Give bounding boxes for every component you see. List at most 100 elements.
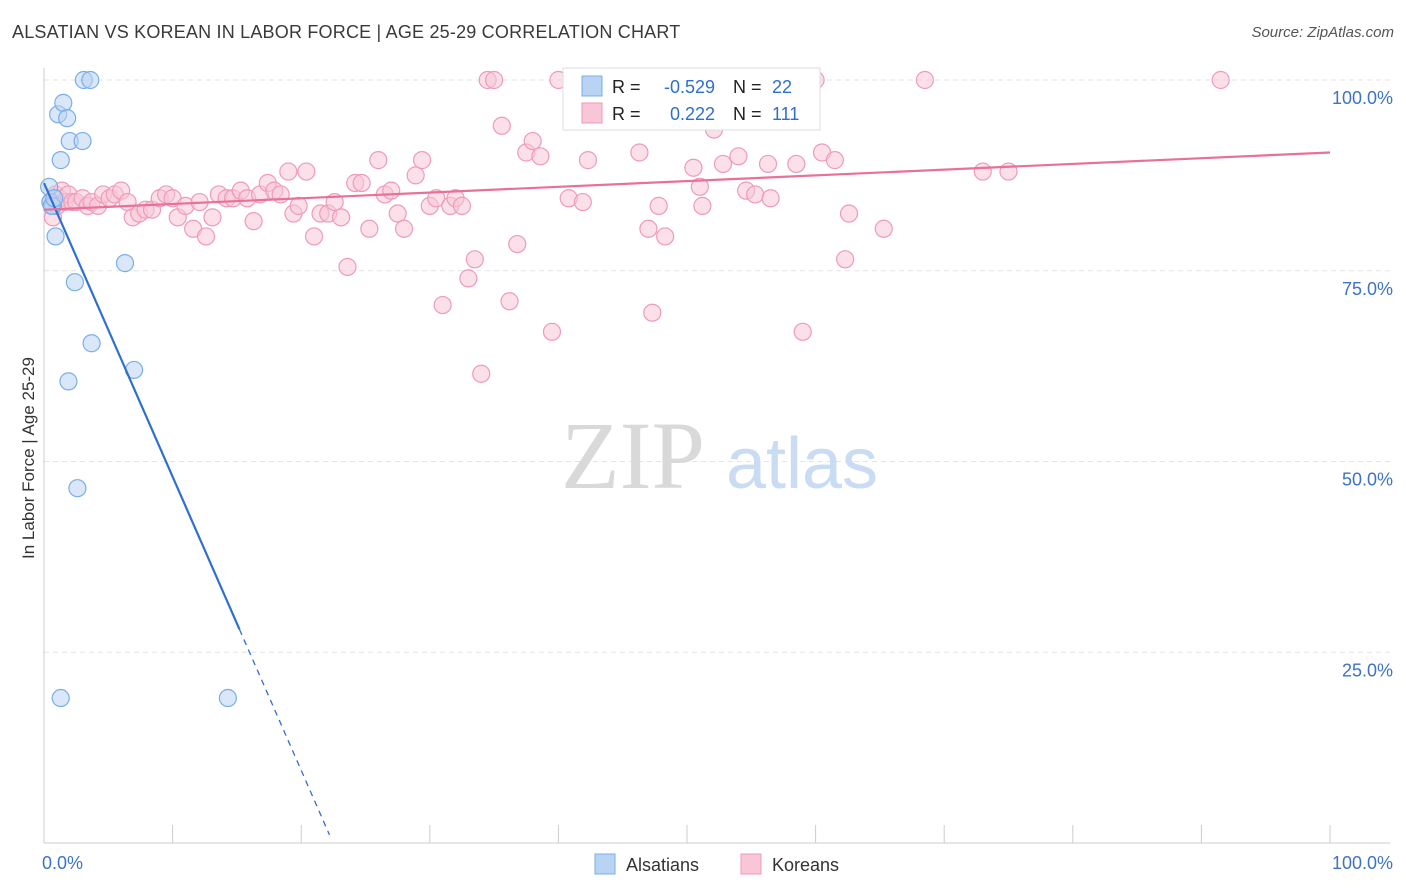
point-koreans <box>639 219 658 238</box>
y-tick-label: 50.0% <box>1342 470 1393 490</box>
legend-swatch-koreans <box>740 853 762 875</box>
point-alsatians <box>51 688 70 708</box>
point-koreans <box>825 151 844 170</box>
stats-r-label-alsatians: R = <box>612 77 641 97</box>
y-tick-label: 100.0% <box>1332 88 1393 108</box>
point-koreans <box>459 269 478 288</box>
point-koreans <box>500 292 519 311</box>
point-koreans <box>406 166 425 185</box>
point-koreans <box>412 151 432 170</box>
point-koreans <box>472 364 491 383</box>
point-koreans <box>338 257 357 277</box>
point-koreans <box>793 322 812 341</box>
point-koreans <box>244 212 263 231</box>
point-alsatians <box>59 372 78 391</box>
point-koreans <box>492 116 511 135</box>
point-koreans <box>573 192 592 212</box>
point-koreans <box>289 196 308 215</box>
stats-n-label-koreans: N = <box>733 104 762 124</box>
watermark: ZIP atlas <box>561 402 878 509</box>
point-koreans <box>915 70 935 90</box>
stats-n-value-alsatians: 22 <box>772 77 792 97</box>
stats-r-value-alsatians: -0.529 <box>664 77 715 97</box>
point-koreans <box>684 158 703 177</box>
point-koreans <box>465 250 484 269</box>
point-koreans <box>729 147 748 166</box>
point-alsatians <box>73 131 92 151</box>
point-alsatians <box>218 688 237 708</box>
point-koreans <box>304 227 324 246</box>
watermark-atlas: atlas <box>726 424 878 504</box>
point-koreans <box>690 177 709 196</box>
point-koreans <box>427 189 446 208</box>
trend-lines <box>42 151 1331 836</box>
y-tick-label: 75.0% <box>1342 279 1393 299</box>
point-alsatians <box>82 334 101 353</box>
y-axis-title: In Labor Force | Age 25-29 <box>19 357 38 559</box>
point-koreans <box>746 185 765 204</box>
point-koreans <box>369 151 388 170</box>
point-koreans <box>874 219 893 238</box>
point-koreans <box>360 219 379 238</box>
legend-label-koreans: Koreans <box>772 855 839 875</box>
point-koreans <box>839 204 859 223</box>
point-koreans <box>836 250 855 269</box>
point-koreans <box>1211 70 1230 90</box>
point-alsatians <box>81 70 100 90</box>
legend-swatch-alsatians <box>594 853 616 875</box>
stats-box-frame <box>562 67 821 131</box>
point-koreans <box>388 204 407 223</box>
stats-swatch-alsatians <box>581 75 603 97</box>
point-koreans <box>452 196 472 215</box>
chart-title: ALSATIAN VS KOREAN IN LABOR FORCE | AGE … <box>12 22 681 42</box>
point-koreans <box>630 143 649 162</box>
point-koreans <box>693 196 712 215</box>
stats-n-value-koreans: 111 <box>772 104 799 124</box>
point-koreans <box>542 322 562 341</box>
point-koreans <box>508 234 527 254</box>
stats-n-label-alsatians: N = <box>733 77 762 97</box>
point-alsatians <box>65 273 84 292</box>
stats-r-label-koreans: R = <box>612 104 641 124</box>
y-tick-label: 25.0% <box>1342 660 1393 680</box>
stats-r-value-koreans: 0.222 <box>670 104 715 124</box>
legend: Alsatians Koreans <box>594 853 839 875</box>
point-koreans <box>649 196 668 215</box>
point-koreans <box>973 162 992 181</box>
point-koreans <box>643 303 662 322</box>
trend-line-koreans <box>43 151 1331 211</box>
point-koreans <box>394 219 414 238</box>
point-koreans <box>279 162 298 181</box>
point-koreans <box>331 208 351 227</box>
watermark-zip: ZIP <box>561 402 705 509</box>
legend-label-alsatians: Alsatians <box>626 855 699 875</box>
point-koreans <box>196 227 216 246</box>
point-koreans <box>523 131 542 151</box>
point-koreans <box>578 151 598 170</box>
point-koreans <box>433 295 452 315</box>
point-alsatians <box>115 254 135 273</box>
point-alsatians <box>68 479 87 498</box>
point-koreans <box>656 227 675 246</box>
point-koreans <box>485 70 504 90</box>
point-alsatians <box>51 151 70 170</box>
x-tick-label: 100.0% <box>1332 853 1393 873</box>
point-alsatians <box>54 93 73 112</box>
trend-extension-alsatians <box>238 629 331 836</box>
tick-labels: 25.0% 50.0% 75.0% 100.0% 0.0% 100.0% <box>42 88 1393 873</box>
point-koreans <box>531 147 550 166</box>
data-points <box>40 70 1230 708</box>
point-koreans <box>787 154 806 174</box>
point-alsatians <box>46 227 65 246</box>
stats-swatch-koreans <box>581 102 603 124</box>
point-koreans <box>352 173 371 193</box>
x-tick-label: 0.0% <box>42 853 83 873</box>
point-koreans <box>758 154 778 174</box>
point-koreans <box>713 154 733 174</box>
point-koreans <box>761 189 780 208</box>
point-alsatians <box>58 109 77 128</box>
trend-line-alsatians <box>42 182 241 630</box>
chart-source: Source: ZipAtlas.com <box>1251 24 1394 41</box>
stats-box: R = -0.529 N = 22 R = 0.222 N = 111 <box>562 67 821 131</box>
